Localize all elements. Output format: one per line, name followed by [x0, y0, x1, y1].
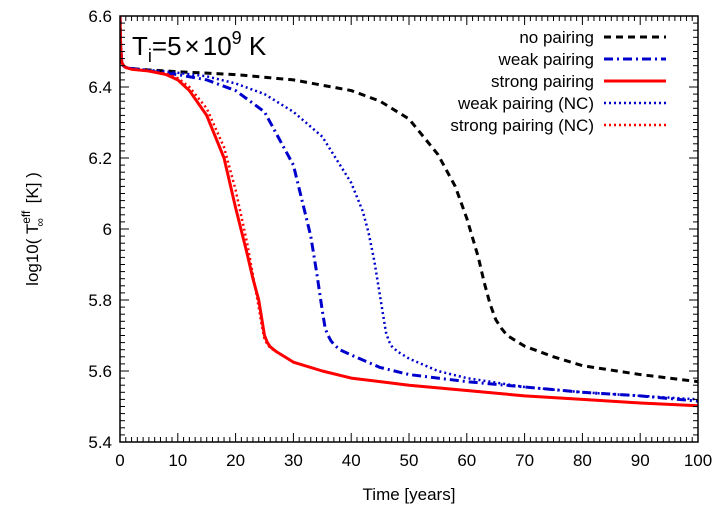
- y-tick-label: 6.2: [88, 149, 112, 168]
- x-tick-label: 30: [284, 451, 303, 470]
- x-tick-label: 100: [684, 451, 712, 470]
- y-tick-label: 5.6: [88, 362, 112, 381]
- x-tick-label: 90: [631, 451, 650, 470]
- annotation-unit: K: [242, 31, 267, 61]
- initial-temperature-annotation: Ti=5 × 109 K: [132, 28, 267, 66]
- y-axis-title-prefix: log10( T: [23, 224, 42, 286]
- x-tick-label: 20: [226, 451, 245, 470]
- legend-label-1: weak pairing: [498, 50, 594, 69]
- y-tick-label: 6: [103, 220, 112, 239]
- y-tick-label: 6.4: [88, 78, 112, 97]
- y-tick-label: 5.8: [88, 291, 112, 310]
- x-tick-label: 60: [457, 451, 476, 470]
- x-tick-labels: 0 10 20 30 40 50 60 70 80 90 100: [115, 451, 712, 470]
- annotation-times: ×: [185, 31, 200, 61]
- y-tick-label: 6.6: [88, 7, 112, 26]
- tick-marks: [119, 15, 699, 443]
- series-lines: [120, 16, 698, 408]
- y-tick-labels: 5.4 5.6 5.8 6 6.2 6.4 6.6: [88, 7, 112, 452]
- legend: no pairing weak pairing strong pairing weak…: [450, 28, 666, 135]
- series-line-0: [120, 16, 698, 384]
- y-axis-title-sub: ∞: [33, 218, 47, 227]
- y-axis-title-sup: eff: [19, 210, 33, 224]
- legend-label-3: weak pairing (NC): [457, 94, 594, 113]
- annotation-sub: i: [148, 46, 152, 66]
- legend-label-2: strong pairing: [491, 72, 594, 91]
- plot-frame: [119, 15, 699, 443]
- legend-label-0: no pairing: [519, 28, 594, 47]
- x-tick-label: 50: [400, 451, 419, 470]
- x-tick-label: 70: [515, 451, 534, 470]
- x-tick-label: 10: [168, 451, 187, 470]
- annotation-eq: =5: [152, 31, 182, 61]
- x-axis-title: Time [years]: [363, 485, 456, 504]
- legend-label-4: strong pairing (NC): [450, 116, 594, 135]
- y-tick-label: 5.4: [88, 433, 112, 452]
- annotation-base: T: [132, 31, 148, 61]
- y-axis-title-suffix: [K] ): [23, 172, 42, 208]
- annotation-exp: 9: [232, 28, 242, 48]
- series-line-1: [120, 16, 698, 403]
- series-line-2: [120, 16, 698, 408]
- y-axis-title: log10( Teff∞ [K] ): [19, 172, 47, 286]
- x-tick-label: 0: [115, 451, 124, 470]
- x-tick-label: 80: [573, 451, 592, 470]
- x-tick-label: 40: [342, 451, 361, 470]
- annotation-ten: 10: [203, 31, 232, 61]
